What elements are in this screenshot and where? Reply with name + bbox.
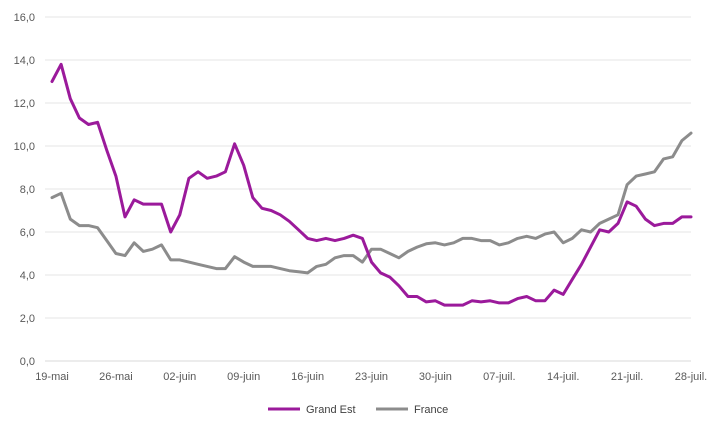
x-tick-label: 07-juil. [483,371,515,383]
y-tick-label: 6,0 [20,227,35,239]
series-line-grand-est [50,62,693,307]
x-axis-tick-labels: 19-mai 26-mai 02-juin 09-juin 16-juin 23-juin… [35,371,707,383]
x-tick-label: 23-juin [355,371,388,383]
legend-item-grand-est: Grand Est [268,404,356,416]
y-tick-label: 8,0 [20,184,35,196]
x-tick-label: 19-mai [35,371,69,383]
series-lines [50,62,693,307]
y-tick-label: 10,0 [14,141,35,153]
y-tick-label: 16,0 [14,12,35,24]
x-tick-label: 02-juin [163,371,196,383]
x-tick-label: 30-juin [419,371,452,383]
legend-item-france: France [376,404,448,416]
x-tick-label: 16-juin [291,371,324,383]
series-line-france [50,131,693,275]
y-tick-label: 12,0 [14,98,35,110]
x-tick-label: 21-juil. [611,371,643,383]
gridlines [45,16,691,319]
y-tick-label: 2,0 [20,313,35,325]
legend-label-france: France [414,404,448,416]
x-tick-label: 28-juil. [675,371,707,383]
y-tick-label: 14,0 [14,55,35,67]
y-axis-tick-labels: 0,0 2,0 4,0 6,0 8,0 10,0 12,0 14,0 16,0 [14,12,35,368]
x-tick-label: 26-mai [99,371,133,383]
legend: Grand Est France [268,404,448,416]
y-tick-label: 4,0 [20,270,35,282]
y-tick-label: 0,0 [20,356,35,368]
x-tick-label: 14-juil. [547,371,579,383]
legend-label-grand-est: Grand Est [306,404,356,416]
x-tick-label: 09-juin [227,371,260,383]
